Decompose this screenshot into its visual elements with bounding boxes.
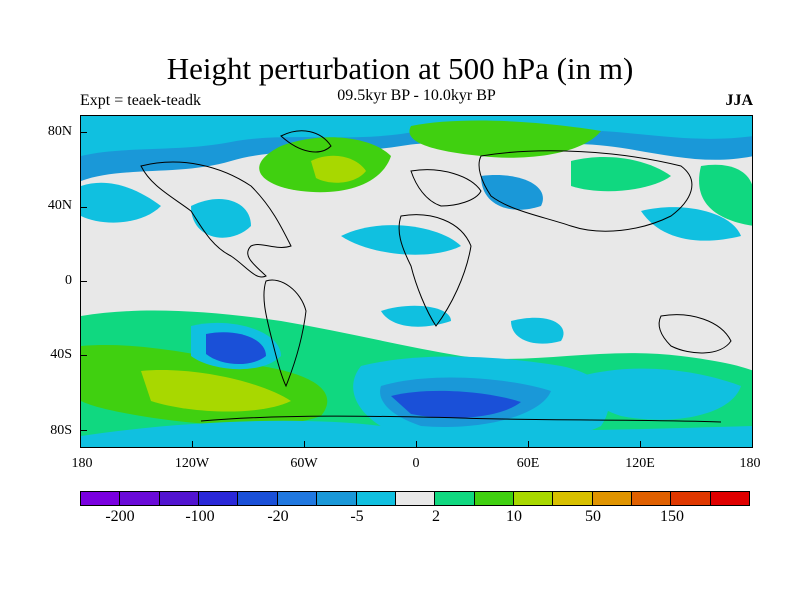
map-plot-area xyxy=(80,115,753,448)
chart-title: Height perturbation at 500 hPa (in m) xyxy=(166,51,634,86)
x-tick-label-60w: 60W xyxy=(290,456,318,471)
colorbar-label: 10 xyxy=(506,508,522,525)
colorbar-label: 2 xyxy=(432,508,440,525)
x-tick xyxy=(304,441,305,448)
y-tick xyxy=(80,281,87,282)
experiment-label: Expt = teaek-teadk xyxy=(80,92,201,109)
colorbar-swatch-6 xyxy=(317,492,357,505)
x-tick-label-180w: 180 xyxy=(71,456,93,471)
colorbar-label: -20 xyxy=(267,508,289,525)
colorbar-swatch-15 xyxy=(671,492,711,505)
x-tick xyxy=(416,441,417,448)
colorbar-label: -100 xyxy=(185,508,215,525)
colorbar-swatch-3 xyxy=(199,492,239,505)
y-tick-label-40n: 40N xyxy=(47,198,72,213)
y-tick xyxy=(80,430,87,431)
y-tick-label-80n: 80N xyxy=(47,124,72,139)
colorbar-swatch-13 xyxy=(592,492,633,505)
colorbar-swatch-2 xyxy=(159,492,200,505)
colorbar-label: -5 xyxy=(350,508,364,525)
y-tick xyxy=(80,207,87,208)
x-tick-label-120e: 120E xyxy=(625,456,655,471)
colorbar-swatch-10 xyxy=(474,492,514,505)
x-tick xyxy=(640,441,641,448)
colorbar-label: 150 xyxy=(660,508,684,525)
y-tick xyxy=(80,132,87,133)
colorbar-swatch-0 xyxy=(81,492,121,505)
period-label: 09.5kyr BP - 10.0kyr BP xyxy=(337,87,496,104)
x-tick xyxy=(192,441,193,448)
y-tick xyxy=(80,355,87,356)
colorbar-label: 50 xyxy=(585,508,601,525)
colorbar-swatch-5 xyxy=(277,492,318,505)
contour-map xyxy=(81,116,752,447)
y-tick-label-40s: 40S xyxy=(50,347,72,362)
x-tick-label-180e: 180 xyxy=(739,456,761,471)
colorbar-swatch-14 xyxy=(632,492,672,505)
colorbar-swatch-16 xyxy=(710,492,750,505)
colorbar-swatch-7 xyxy=(356,492,396,505)
x-tick-label-120w: 120W xyxy=(174,456,210,471)
colorbar-label: -200 xyxy=(105,508,135,525)
x-tick xyxy=(528,441,529,448)
colorbar-swatch-4 xyxy=(238,492,278,505)
colorbar-swatch-8 xyxy=(395,492,436,505)
y-tick-label-80s: 80S xyxy=(50,423,72,438)
y-tick-label-0: 0 xyxy=(65,273,72,288)
x-tick-label-0: 0 xyxy=(412,456,420,471)
season-label: JJA xyxy=(725,92,753,109)
colorbar-swatch-11 xyxy=(513,492,554,505)
x-tick-label-60e: 60E xyxy=(516,456,540,471)
colorbar xyxy=(80,491,750,506)
colorbar-swatch-12 xyxy=(553,492,593,505)
colorbar-swatch-9 xyxy=(435,492,475,505)
colorbar-swatch-1 xyxy=(120,492,160,505)
